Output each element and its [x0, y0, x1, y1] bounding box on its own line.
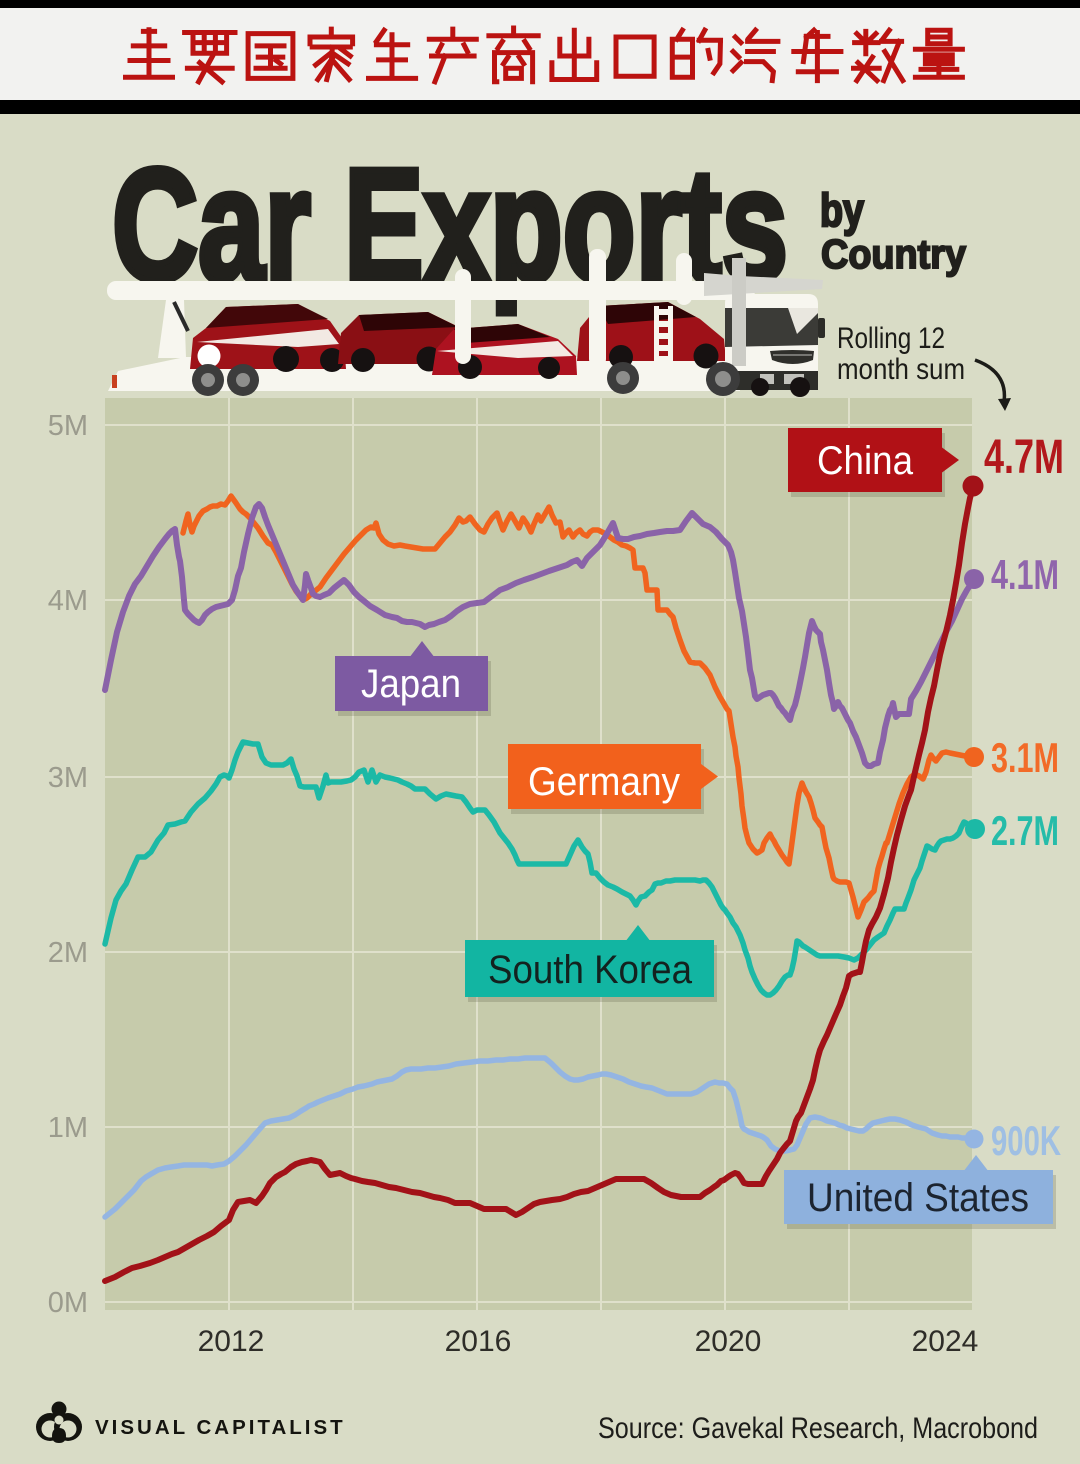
svg-text:1M: 1M [48, 1112, 88, 1144]
svg-text:900K: 900K [991, 1117, 1061, 1164]
svg-text:VISUAL CAPITALIST: VISUAL CAPITALIST [95, 1416, 346, 1439]
svg-text:Country: Country [821, 231, 966, 277]
svg-text:2M: 2M [48, 937, 88, 969]
svg-text:United States: United States [807, 1176, 1029, 1220]
svg-text:Rolling 12: Rolling 12 [837, 322, 945, 355]
svg-text:3M: 3M [48, 762, 88, 794]
svg-text:4.7M: 4.7M [984, 431, 1064, 484]
svg-text:2024: 2024 [912, 1325, 979, 1358]
svg-text:0M: 0M [48, 1287, 88, 1319]
svg-text:2.7M: 2.7M [991, 807, 1059, 854]
svg-text:2020: 2020 [695, 1325, 762, 1358]
svg-text:China: China [817, 439, 914, 483]
svg-text:2016: 2016 [445, 1325, 512, 1358]
svg-text:month sum: month sum [837, 353, 965, 386]
svg-text:3.1M: 3.1M [991, 734, 1059, 781]
svg-text:2012: 2012 [198, 1325, 265, 1358]
svg-text:Japan: Japan [361, 662, 461, 706]
svg-text:South Korea: South Korea [488, 948, 693, 992]
svg-text:Source: Gavekal Research, Macr: Source: Gavekal Research, Macrobond [598, 1412, 1038, 1445]
svg-text:5M: 5M [48, 410, 88, 442]
svg-text:4M: 4M [48, 585, 88, 617]
svg-text:4.1M: 4.1M [991, 551, 1059, 598]
svg-text:by: by [820, 184, 864, 236]
svg-text:Germany: Germany [528, 760, 680, 804]
